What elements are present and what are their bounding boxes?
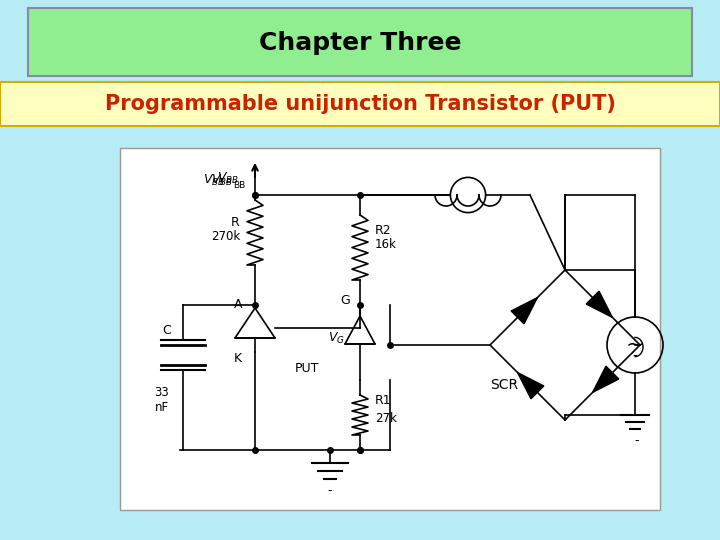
Text: A: A (233, 299, 242, 312)
Text: 33
nF: 33 nF (155, 386, 169, 414)
Text: 270k: 270k (211, 230, 240, 242)
FancyBboxPatch shape (0, 82, 720, 126)
Polygon shape (518, 373, 544, 399)
Text: BB: BB (233, 180, 246, 190)
Text: Chapter Three: Chapter Three (258, 31, 462, 55)
Polygon shape (586, 291, 613, 318)
Text: R: R (231, 215, 240, 228)
Text: $V_{BB}$: $V_{BB}$ (217, 171, 239, 186)
Text: G: G (341, 294, 350, 307)
Text: PUT: PUT (295, 361, 320, 375)
Text: $V_{BB}$: $V_{BB}$ (203, 172, 225, 187)
Text: C: C (163, 323, 171, 336)
Polygon shape (593, 366, 618, 393)
Text: ~: ~ (626, 335, 644, 355)
Text: R1: R1 (375, 394, 392, 407)
Text: $V_{BB}$: $V_{BB}$ (211, 172, 233, 187)
FancyBboxPatch shape (28, 8, 692, 76)
Text: SCR: SCR (490, 378, 518, 392)
Text: $V_G$: $V_G$ (328, 330, 345, 346)
Text: -: - (328, 484, 332, 497)
Text: -: - (635, 435, 639, 448)
Text: 16k: 16k (375, 238, 397, 251)
FancyBboxPatch shape (120, 148, 660, 510)
Polygon shape (511, 298, 537, 324)
Text: -: - (633, 350, 637, 364)
Text: 27k: 27k (375, 411, 397, 424)
Text: R2: R2 (375, 224, 392, 237)
Text: Programmable unijunction Transistor (PUT): Programmable unijunction Transistor (PUT… (104, 94, 616, 114)
Text: K: K (234, 352, 242, 365)
